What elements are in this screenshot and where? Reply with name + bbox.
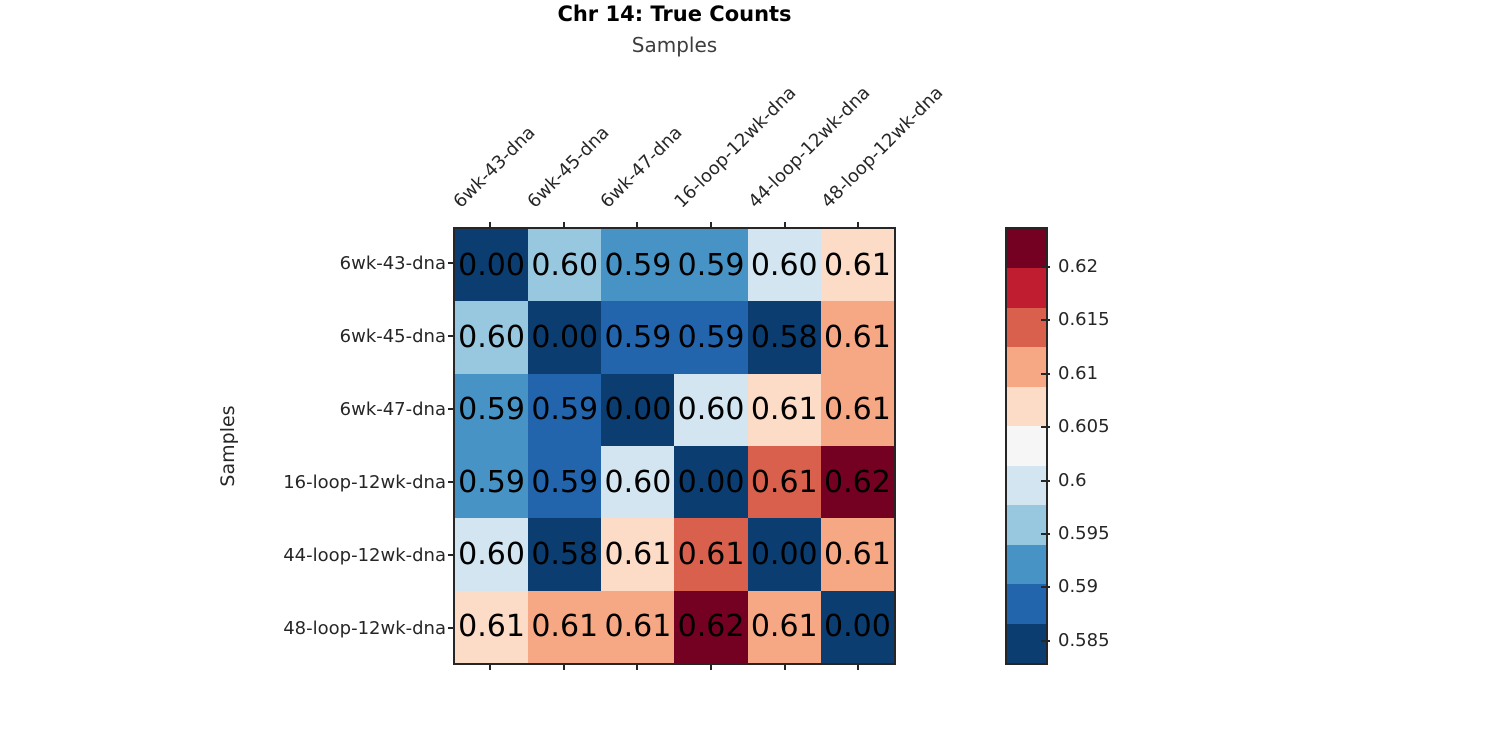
colorbar-tick-label: 0.61 (1058, 363, 1099, 384)
row-label: 44-loop-12wk-dna (283, 545, 446, 566)
axis-tick (448, 481, 453, 483)
colorbar-tick-label: 0.615 (1058, 309, 1110, 330)
heatmap-cell: 0.59 (528, 446, 602, 519)
axis-tick (563, 222, 565, 227)
heatmap-cell: 0.60 (674, 373, 748, 446)
colorbar-band (1007, 465, 1046, 506)
axis-tick (636, 222, 638, 227)
heatmap-cell: 0.61 (820, 518, 894, 591)
colorbar-tick-label: 0.59 (1058, 576, 1099, 597)
axis-tick (489, 665, 491, 670)
col-label: 16-loop-12wk-dna (670, 82, 801, 213)
heatmap-cell: 0.59 (455, 446, 529, 519)
colorbar-band (1007, 347, 1046, 387)
axis-tick (857, 665, 859, 670)
colorbar-band (1007, 584, 1046, 624)
heatmap-cell: 0.61 (747, 373, 821, 446)
heatmap-cell: 0.61 (601, 590, 675, 663)
axis-tick (563, 665, 565, 670)
axis-tick (448, 554, 453, 556)
row-label: 6wk-47-dna (339, 399, 446, 420)
heatmap-cell: 0.59 (528, 373, 602, 446)
colorbar-tick (1041, 533, 1050, 535)
row-label: 16-loop-12wk-dna (283, 472, 446, 493)
colorbar-tick-label: 0.605 (1058, 416, 1110, 437)
heatmap-cell: 0.61 (674, 518, 748, 591)
heatmap-cell: 0.61 (747, 446, 821, 519)
axis-tick (448, 335, 453, 337)
heatmap-matrix: 0.00 0.60 0.59 0.59 0.60 0.61 0.60 0.00 … (453, 227, 896, 665)
heatmap-cell: 0.61 (747, 590, 821, 663)
colorbar-band (1007, 386, 1046, 427)
axis-tick (489, 222, 491, 227)
colorbar-tick (1041, 586, 1050, 588)
colorbar-tick (1041, 640, 1050, 642)
axis-tick (857, 222, 859, 227)
colorbar-band (1007, 544, 1046, 585)
axis-tick (448, 262, 453, 264)
axis-tick (448, 627, 453, 629)
heatmap-cell: 0.59 (674, 229, 748, 302)
colorbar-band (1007, 229, 1046, 269)
colorbar-band (1007, 426, 1046, 466)
heatmap-cell: 0.62 (674, 590, 748, 663)
colorbar-band (1007, 623, 1046, 663)
heatmap-cell: 0.00 (747, 518, 821, 591)
row-label: 6wk-43-dna (339, 253, 446, 274)
colorbar-tick (1041, 373, 1050, 375)
heatmap-cell: 0.59 (601, 301, 675, 374)
colorbar-band (1007, 505, 1046, 545)
axis-tick (784, 665, 786, 670)
row-label: 6wk-45-dna (339, 326, 446, 347)
heatmap-cell: 0.61 (601, 518, 675, 591)
colorbar-tick (1041, 319, 1050, 321)
heatmap-cell: 0.59 (674, 301, 748, 374)
heatmap-cell: 0.60 (455, 518, 529, 591)
row-label: 48-loop-12wk-dna (283, 618, 446, 639)
heatmap-cell: 0.59 (601, 229, 675, 302)
heatmap-cell: 0.61 (455, 590, 529, 663)
colorbar-tick (1041, 266, 1050, 268)
axis-tick (710, 665, 712, 670)
colorbar-band (1007, 268, 1046, 308)
heatmap-cell: 0.00 (528, 301, 602, 374)
heatmap-cell: 0.60 (747, 229, 821, 302)
heatmap-cell: 0.58 (528, 518, 602, 591)
col-label: 48-loop-12wk-dna (817, 82, 948, 213)
heatmap-cell: 0.00 (601, 373, 675, 446)
heatmap-cell: 0.60 (601, 446, 675, 519)
colorbar-tick-label: 0.62 (1058, 256, 1099, 277)
heatmap-cell: 0.60 (455, 301, 529, 374)
heatmap-cell: 0.61 (820, 373, 894, 446)
chart-title: Chr 14: True Counts (557, 2, 792, 26)
heatmap-cell: 0.61 (820, 229, 894, 302)
colorbar-tick-label: 0.585 (1058, 630, 1110, 651)
colorbar-tick-label: 0.6 (1058, 470, 1087, 491)
heatmap-cell: 0.61 (528, 590, 602, 663)
heatmap-cell: 0.58 (747, 301, 821, 374)
heatmap-cell: 0.60 (528, 229, 602, 302)
colorbar-tick-label: 0.595 (1058, 523, 1110, 544)
colorbar-band (1007, 307, 1046, 348)
axis-tick (710, 222, 712, 227)
colorbar (1005, 227, 1048, 665)
top-axis-label: Samples (631, 33, 718, 57)
heatmap-cell: 0.00 (455, 229, 529, 302)
heatmap-cell: 0.61 (820, 301, 894, 374)
colorbar-tick (1041, 480, 1050, 482)
heatmap-cell: 0.62 (820, 446, 894, 519)
colorbar-tick (1041, 426, 1050, 428)
axis-tick (636, 665, 638, 670)
axis-tick (448, 408, 453, 410)
heatmap-cell: 0.00 (674, 446, 748, 519)
heatmap-cell: 0.00 (820, 590, 894, 663)
axis-tick (784, 222, 786, 227)
heatmap-cell: 0.59 (455, 373, 529, 446)
